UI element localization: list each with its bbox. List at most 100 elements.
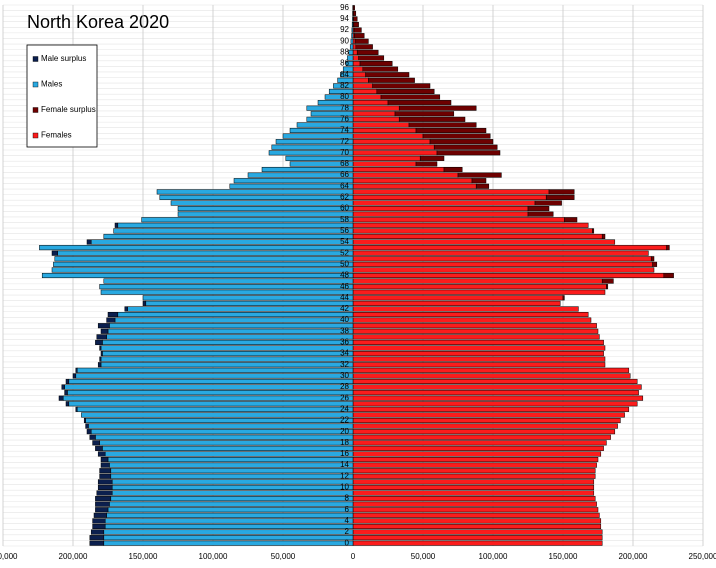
bar <box>141 217 354 223</box>
bar <box>159 194 354 200</box>
bar <box>352 390 639 396</box>
bar <box>353 5 355 11</box>
y-tick-label: 4 <box>345 516 350 525</box>
y-tick-label: 82 <box>340 81 349 90</box>
bar <box>355 44 373 50</box>
bar <box>352 496 596 502</box>
bar <box>352 468 596 474</box>
bar <box>527 211 554 217</box>
bar <box>352 345 606 351</box>
y-tick-label: 36 <box>340 338 349 347</box>
bar <box>534 200 562 206</box>
bar <box>352 116 400 122</box>
bar <box>89 540 105 546</box>
bar <box>457 172 502 178</box>
bar <box>352 194 547 200</box>
bar <box>352 83 373 89</box>
bar <box>650 256 655 262</box>
bar <box>352 49 358 55</box>
bar <box>352 512 600 518</box>
y-tick-label: 50 <box>340 259 349 268</box>
x-tick-label: 0 <box>351 552 356 561</box>
bar <box>306 105 354 111</box>
y-tick-label: 76 <box>340 114 349 123</box>
bar <box>352 378 638 385</box>
bar <box>97 323 110 329</box>
bar <box>352 189 550 195</box>
y-tick-label: 80 <box>340 92 349 101</box>
bar <box>352 222 589 228</box>
bar <box>352 155 421 161</box>
bar <box>368 77 415 83</box>
y-tick-label: 70 <box>340 148 349 157</box>
bar <box>352 328 599 334</box>
bar <box>352 507 599 513</box>
bar <box>100 289 354 295</box>
bar <box>352 100 389 106</box>
y-tick-label: 90 <box>340 36 349 45</box>
bar <box>352 473 596 479</box>
bar <box>51 250 58 256</box>
bar <box>99 356 102 362</box>
bar <box>433 144 498 150</box>
bar <box>103 535 354 541</box>
y-tick-label: 40 <box>340 315 349 324</box>
bar <box>97 484 113 490</box>
bar <box>61 384 65 390</box>
bar <box>352 61 361 67</box>
bar <box>109 462 354 468</box>
bar <box>352 323 597 329</box>
bar <box>352 339 604 345</box>
y-tick-label: 94 <box>340 14 349 23</box>
bar <box>114 317 354 323</box>
bar <box>352 312 589 318</box>
x-tick-label: 250,000 <box>689 552 716 561</box>
bar <box>109 323 354 329</box>
bar <box>83 417 86 424</box>
bar <box>352 206 529 212</box>
bar <box>352 367 630 373</box>
bar <box>103 233 354 239</box>
bar <box>99 468 112 474</box>
bar <box>86 239 92 245</box>
bar <box>545 194 575 200</box>
bar <box>352 55 359 61</box>
bar <box>352 172 459 178</box>
bar <box>285 155 354 161</box>
x-tick-label: 50,000 <box>411 552 436 561</box>
bar <box>107 328 354 334</box>
x-tick-label: 100,000 <box>199 552 228 561</box>
bar <box>170 200 354 206</box>
bar <box>142 295 354 301</box>
bar <box>289 127 354 134</box>
bar <box>354 33 365 39</box>
bar <box>352 451 602 457</box>
bar <box>365 72 410 78</box>
bar <box>352 351 604 357</box>
bar <box>306 116 354 122</box>
bar <box>104 518 354 524</box>
bar <box>471 178 487 184</box>
bar <box>352 334 600 340</box>
bar <box>106 512 354 518</box>
bar <box>88 423 354 429</box>
y-tick-label: 74 <box>340 126 349 135</box>
bar <box>76 367 354 373</box>
y-tick-label: 26 <box>340 393 349 402</box>
bar <box>145 300 354 306</box>
bar <box>96 490 113 496</box>
y-tick-label: 16 <box>340 449 349 458</box>
bar <box>352 233 603 239</box>
bar <box>415 127 487 134</box>
bar <box>352 429 616 435</box>
bar <box>68 378 354 385</box>
bar <box>317 100 354 106</box>
bar <box>352 88 378 94</box>
bar <box>352 317 592 323</box>
y-tick-label: 96 <box>340 3 349 12</box>
legend-swatch <box>32 132 39 139</box>
bar <box>90 239 354 245</box>
bar <box>51 267 354 273</box>
bar <box>352 406 630 412</box>
bar <box>353 27 362 33</box>
